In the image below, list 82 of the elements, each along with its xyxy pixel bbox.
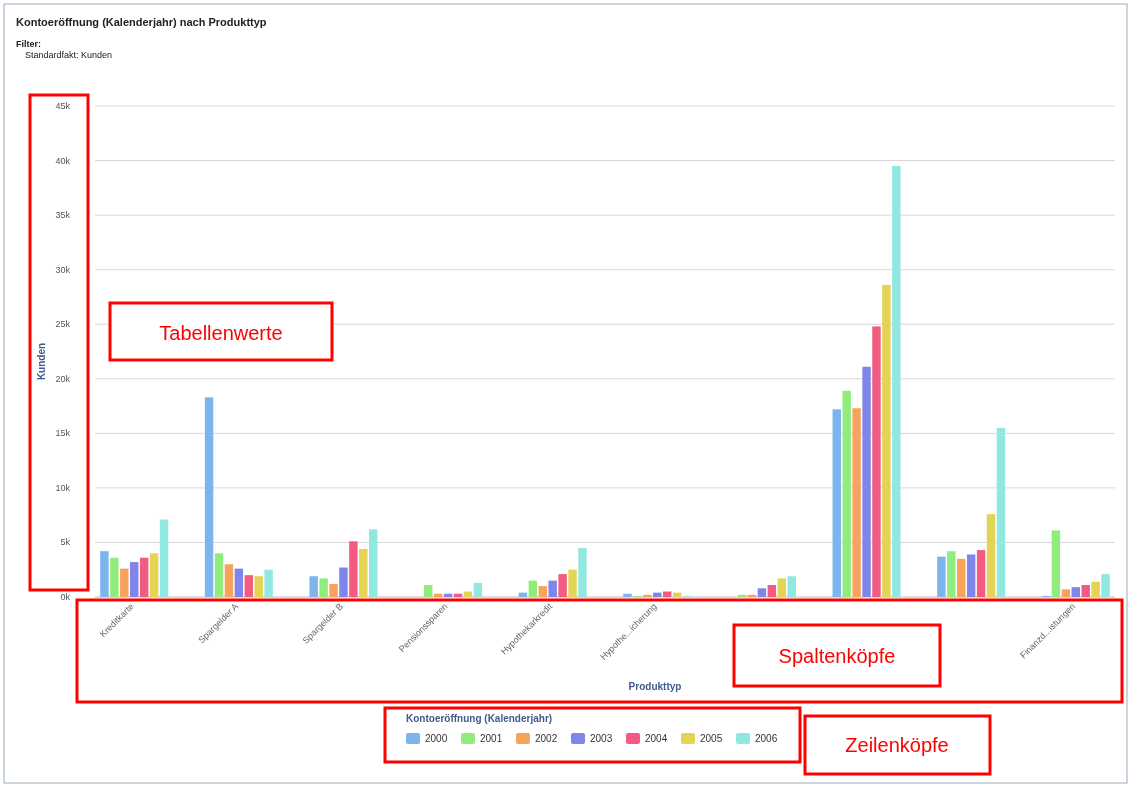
bar	[957, 558, 966, 597]
label-box: Tabellenwerte	[108, 301, 334, 362]
bar	[528, 580, 538, 597]
bar	[568, 569, 577, 597]
bar	[653, 592, 662, 597]
legend-label: 2001	[480, 733, 503, 744]
bar	[244, 575, 253, 597]
bar	[254, 576, 263, 597]
bar	[548, 580, 557, 597]
y-tick-label: 20k	[55, 373, 71, 384]
bar	[110, 557, 119, 597]
y-tick-label: 40k	[55, 155, 71, 166]
label-box: Spaltenköpfe	[732, 623, 942, 688]
bar	[159, 519, 169, 597]
bar	[832, 409, 841, 597]
bar	[224, 564, 234, 597]
bar	[947, 551, 956, 597]
bar	[359, 548, 368, 597]
bar	[892, 166, 901, 597]
y-tick-label: 45k	[55, 101, 71, 111]
bar	[234, 568, 244, 597]
bar	[538, 586, 547, 597]
bar	[767, 585, 777, 597]
bar	[757, 588, 767, 597]
bar	[349, 541, 358, 597]
legend-label: 2006	[755, 733, 778, 744]
bar	[842, 390, 851, 597]
bar	[1061, 589, 1071, 597]
bar	[130, 562, 139, 597]
y-tick-label: 30k	[55, 264, 71, 275]
bar	[882, 284, 891, 597]
chart-title: Kontoeröffnung (Kalenderjahr) nach Produkttyp	[16, 16, 267, 28]
legend-label: 2003	[590, 733, 613, 744]
bar	[937, 556, 946, 597]
bar	[120, 568, 129, 597]
legend-label: 2004	[645, 733, 668, 744]
bar	[264, 569, 273, 597]
bar	[996, 427, 1006, 597]
bar	[369, 529, 378, 597]
legend-title: Kontoeröffnung (Kalenderjahr)	[406, 713, 553, 724]
bar	[578, 547, 587, 597]
bar	[139, 557, 149, 597]
bar	[976, 550, 986, 597]
y-tick-label: 35k	[55, 210, 71, 221]
annotation: Tabellenwerte	[159, 322, 283, 344]
bar	[1081, 585, 1090, 597]
bar	[986, 514, 996, 597]
bar	[623, 593, 632, 597]
bar	[872, 326, 881, 597]
bar	[309, 576, 318, 597]
bar	[100, 551, 109, 597]
x-axis-title: Produkttyp	[628, 681, 682, 692]
bar	[329, 583, 338, 597]
bar	[214, 553, 224, 597]
bar	[862, 366, 871, 597]
bar	[204, 397, 214, 597]
bar	[1091, 581, 1100, 597]
bar	[558, 574, 567, 597]
bar	[777, 578, 786, 597]
bar	[319, 578, 328, 597]
y-tick-label: 5k	[60, 537, 71, 548]
label-box: Zeilenköpfe	[803, 714, 992, 776]
y-tick-label: 0k	[60, 592, 71, 602]
bar	[473, 582, 483, 597]
bar	[966, 554, 976, 597]
y-tick-label: 10k	[55, 482, 71, 493]
legend-label: 2000	[425, 733, 448, 744]
bar	[1051, 530, 1061, 597]
bar	[339, 567, 348, 597]
bar	[643, 594, 652, 597]
bar	[424, 585, 433, 597]
bar	[149, 553, 159, 597]
chart-subtitle: Filter: Standardfakt: Kunden	[16, 39, 113, 60]
y-axis-title: Kunden	[36, 342, 47, 381]
y-tick-label: 25k	[55, 319, 71, 330]
bar	[852, 408, 861, 597]
bar	[787, 576, 796, 597]
legend-label: 2002	[535, 733, 558, 744]
legend-label: 2005	[700, 733, 723, 744]
bar	[1101, 574, 1110, 597]
y-tick-label: 15k	[55, 428, 71, 439]
bar	[1071, 587, 1080, 597]
